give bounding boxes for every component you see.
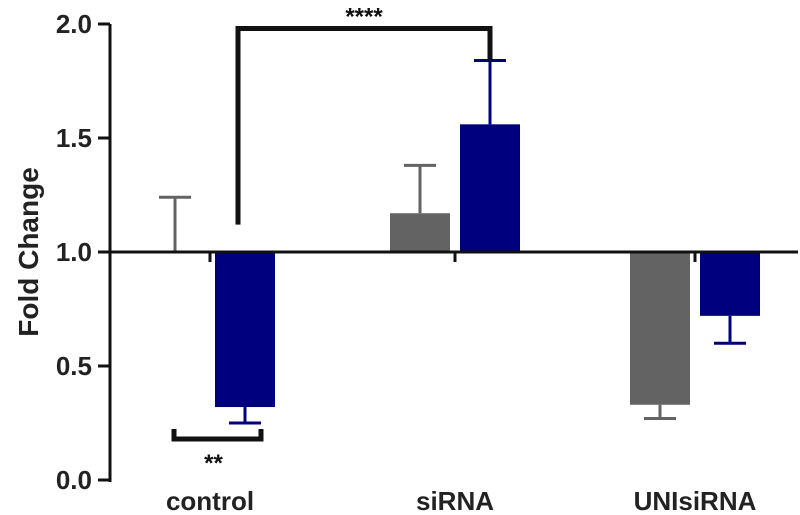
bar <box>215 252 275 408</box>
bar <box>700 252 760 316</box>
category-label: control <box>166 486 254 515</box>
bar <box>390 213 450 252</box>
bars <box>110 58 798 425</box>
bar <box>460 124 520 252</box>
y-axis: 0.0 0.5 1.0 1.5 2.0 <box>56 9 112 495</box>
significance-label: **** <box>345 4 383 31</box>
significance-bracket <box>171 428 264 442</box>
category-label: UNIsiRNA <box>634 486 757 515</box>
y-axis-title: Fold Change <box>13 167 44 337</box>
y-tick-label: 1.5 <box>56 123 92 153</box>
y-tick-label: 0.0 <box>56 465 92 495</box>
significance-label: ** <box>204 450 223 477</box>
significance-annotations: ****** <box>171 4 493 477</box>
category-label: siRNA <box>416 486 494 515</box>
y-tick-label: 2.0 <box>56 9 92 39</box>
y-tick-label: 0.5 <box>56 351 92 381</box>
y-axis-title-group: Fold Change <box>13 167 44 337</box>
category-labels: control siRNA UNIsiRNA <box>166 486 757 515</box>
bar <box>630 252 690 405</box>
y-tick-label: 1.0 <box>56 237 92 267</box>
significance-bracket <box>235 26 493 225</box>
